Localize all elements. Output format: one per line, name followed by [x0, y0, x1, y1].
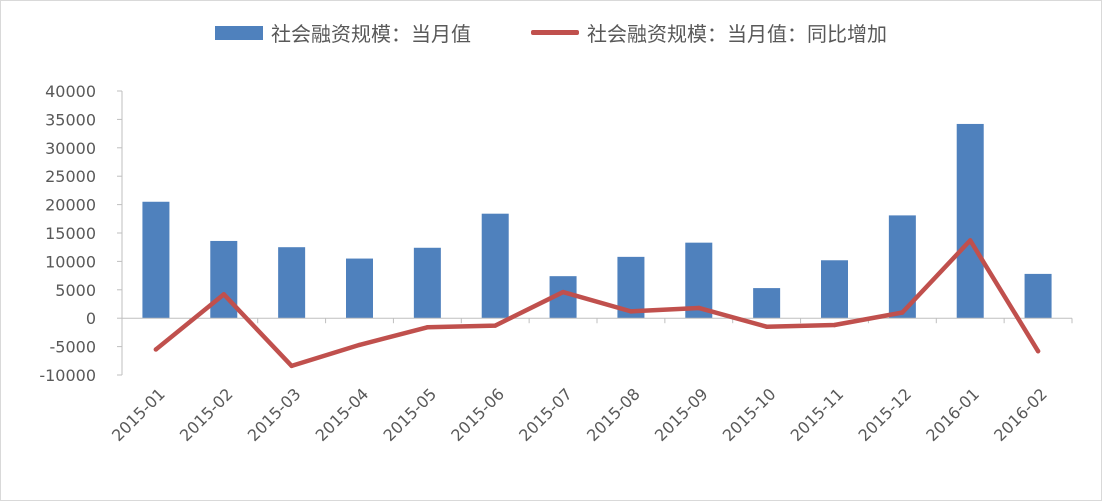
line-point: [357, 342, 362, 348]
x-tick-label: 2015-04: [312, 384, 373, 445]
y-tick-label: 10000: [45, 252, 96, 271]
legend-label-bar: 社会融资规模：当月值: [271, 22, 471, 46]
x-tick-label: 2015-01: [108, 384, 169, 445]
line-point: [289, 363, 294, 369]
y-tick-label: 15000: [45, 224, 96, 243]
bar: [346, 258, 373, 319]
y-tick-label: -5000: [50, 338, 97, 357]
x-tick-label: 2015-10: [719, 384, 780, 445]
line-point: [832, 322, 837, 328]
x-tick-label: 2016-02: [990, 384, 1051, 445]
bar: [821, 260, 848, 319]
y-tick-label: 5000: [55, 281, 96, 300]
legend-label-line: 社会融资规模：当月值：同比增加: [587, 22, 887, 46]
x-tick-label: 2015-09: [651, 384, 712, 445]
legend: 社会融资规模：当月值 社会融资规模：当月值：同比增加: [0, 18, 1102, 47]
bar: [413, 247, 441, 319]
x-tick-label: 2015-12: [854, 384, 915, 445]
line-point: [425, 325, 430, 330]
bar: [278, 247, 306, 319]
line-point: [968, 238, 973, 243]
legend-item-bar: 社会融资规模：当月值: [215, 18, 471, 47]
legend-swatch-line: [531, 30, 579, 35]
y-tick-label: 20000: [45, 196, 96, 215]
bar: [1024, 273, 1052, 319]
bar: [753, 288, 781, 319]
y-tick-label: 40000: [45, 82, 96, 101]
x-tick-label: 2015-03: [244, 384, 305, 445]
line-point: [153, 347, 159, 352]
x-tick-label: 2016-01: [922, 384, 983, 445]
bar: [956, 123, 984, 319]
line-series: [153, 238, 1041, 369]
y-tick-label: -10000: [39, 366, 96, 385]
y-tick-label: 35000: [45, 110, 96, 129]
bar: [481, 213, 509, 319]
y-tick-label: 0: [86, 309, 96, 328]
line-point: [900, 310, 905, 315]
y-tick-label: 25000: [45, 167, 96, 186]
x-tick-label: 2015-05: [379, 384, 440, 445]
bar: [685, 242, 713, 319]
line-point: [764, 324, 769, 329]
line-point: [628, 309, 634, 314]
x-tick-label: 2015-02: [176, 384, 237, 445]
x-tick-label: 2015-07: [515, 384, 576, 445]
x-tick-label: 2015-11: [787, 384, 848, 445]
line-point: [696, 305, 701, 311]
line-point: [221, 292, 226, 297]
legend-swatch-bar: [215, 25, 263, 40]
x-tick-label: 2015-08: [583, 384, 644, 445]
legend-item-line: 社会融资规模：当月值：同比增加: [531, 18, 887, 47]
line-point: [493, 323, 498, 328]
bar: [142, 201, 170, 319]
y-tick-label: 30000: [45, 139, 96, 158]
x-tick-label: 2015-06: [447, 384, 508, 445]
line-point: [560, 289, 566, 295]
line-point: [1035, 348, 1041, 354]
